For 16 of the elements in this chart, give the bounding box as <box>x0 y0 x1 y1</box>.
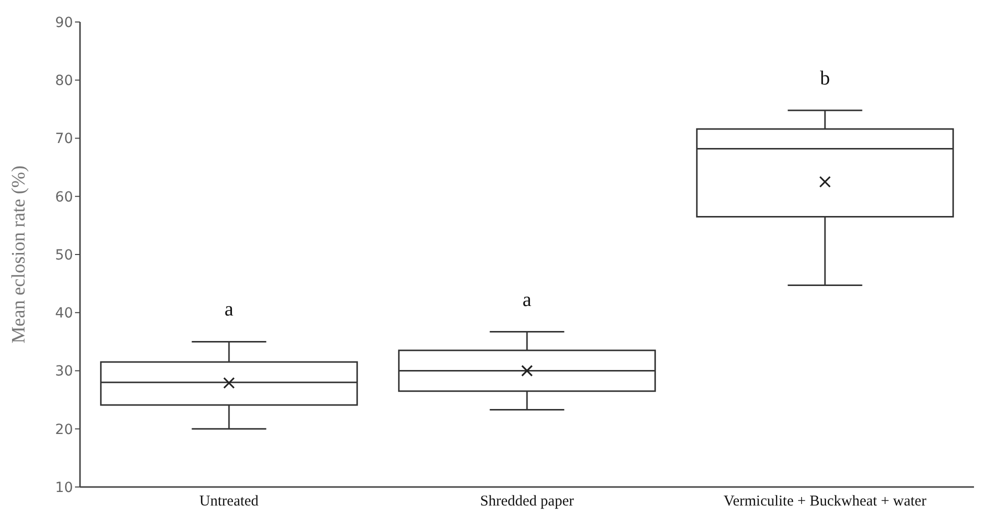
y-tick-label: 70 <box>55 131 73 148</box>
y-axis-title: Mean eclosion rate (%) <box>8 166 30 344</box>
y-tick-label: 10 <box>55 480 73 496</box>
annotation: b <box>820 67 830 90</box>
x-tick-label: Vermiculite + Buckwheat + water <box>724 494 926 510</box>
x-tick-label: Shredded paper <box>480 494 574 510</box>
y-tick-label: 80 <box>55 73 73 90</box>
y-tick-label: 60 <box>55 189 73 206</box>
y-tick-label: 30 <box>55 364 73 380</box>
y-tick-label: 90 <box>55 14 73 31</box>
annotation: a <box>522 288 532 311</box>
y-tick-label: 50 <box>55 247 73 264</box>
x-tick-label: Untreated <box>199 494 260 510</box>
annotation: a <box>224 298 234 321</box>
y-tick-label: 20 <box>55 422 73 438</box>
y-tick-label: 40 <box>55 306 73 322</box>
